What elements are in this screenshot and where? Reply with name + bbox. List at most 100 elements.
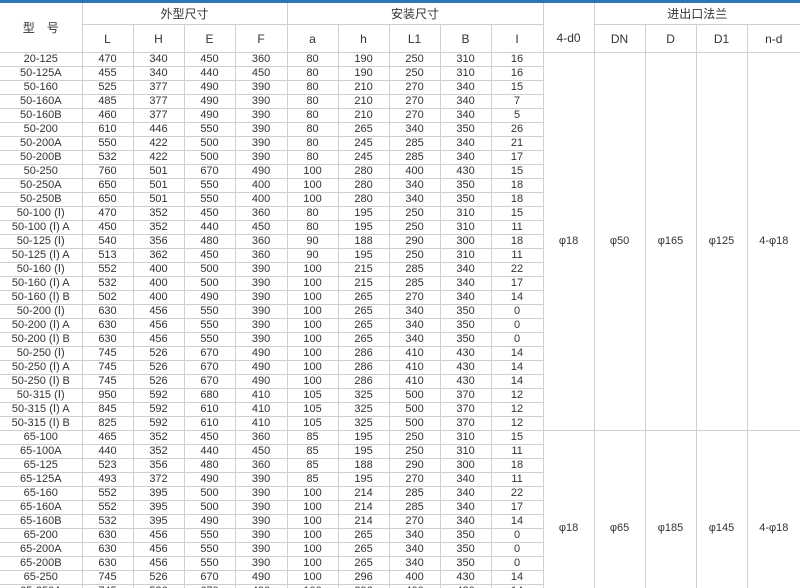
value-cell: 592 bbox=[132, 402, 185, 417]
value-cell: 370 bbox=[439, 416, 492, 431]
value-cell: 450 bbox=[234, 220, 288, 235]
value-cell: 286 bbox=[337, 346, 390, 361]
value-cell: 215 bbox=[337, 262, 390, 277]
value-cell: 362 bbox=[132, 248, 185, 263]
model-cell: 50-250 (Ⅰ) A bbox=[0, 360, 83, 375]
value-cell: 525 bbox=[81, 80, 134, 95]
value-cell: 85 bbox=[286, 430, 339, 445]
value-cell: 90 bbox=[286, 234, 339, 249]
value-cell: 350 bbox=[439, 528, 492, 543]
table-row: 50-160 (Ⅰ) A 532 400 500 390 100 215 285 340 17 bbox=[0, 276, 800, 291]
value-cell: 310 bbox=[439, 66, 492, 81]
value-cell: 390 bbox=[234, 318, 288, 333]
value-cell: 610 bbox=[81, 122, 134, 137]
value-cell: 350 bbox=[439, 318, 492, 333]
model-cell: 65-100 bbox=[0, 430, 83, 445]
value-cell: 630 bbox=[81, 304, 134, 319]
value-cell: 325 bbox=[337, 388, 390, 403]
value-cell: 526 bbox=[132, 584, 185, 588]
value-cell: 470 bbox=[81, 52, 134, 67]
value-cell: 550 bbox=[183, 192, 236, 207]
value-cell: 550 bbox=[183, 304, 236, 319]
value-cell: 500 bbox=[183, 276, 236, 291]
value-cell: 490 bbox=[234, 164, 288, 179]
value-cell: 80 bbox=[286, 220, 339, 235]
value-cell: 340 bbox=[388, 304, 441, 319]
value-cell: 526 bbox=[132, 360, 185, 375]
value-cell: 100 bbox=[286, 584, 339, 588]
value-cell: 422 bbox=[132, 136, 185, 151]
value-cell: 0 bbox=[490, 556, 544, 571]
value-cell: 352 bbox=[132, 220, 185, 235]
value-cell: 456 bbox=[132, 542, 185, 557]
value-cell: 446 bbox=[132, 122, 185, 137]
value-cell: 340 bbox=[439, 80, 492, 95]
group-header-outline-dims: 外型尺寸 bbox=[81, 1, 288, 25]
value-cell: 340 bbox=[388, 122, 441, 137]
value-cell: 350 bbox=[439, 556, 492, 571]
value-cell: 270 bbox=[388, 290, 441, 305]
value-cell: 195 bbox=[337, 248, 390, 263]
table-row: 50-125 (Ⅰ) 540 356 480 360 90 188 290 300 18 bbox=[0, 234, 800, 249]
table-row: 65-100A 440 352 440 450 85 195 250 310 11 bbox=[0, 444, 800, 459]
value-cell: 280 bbox=[337, 178, 390, 193]
value-cell: 592 bbox=[132, 388, 185, 403]
value-cell: 410 bbox=[234, 402, 288, 417]
value-cell: 650 bbox=[81, 178, 134, 193]
value-cell: 550 bbox=[183, 318, 236, 333]
value-cell: 540 bbox=[81, 234, 134, 249]
model-cell: 50-200 (Ⅰ) bbox=[0, 304, 83, 319]
value-cell: 100 bbox=[286, 514, 339, 529]
model-cell: 65-200 bbox=[0, 528, 83, 543]
value-cell: 490 bbox=[183, 290, 236, 305]
value-cell: 526 bbox=[132, 570, 185, 585]
column-header-D1: D1 bbox=[695, 24, 748, 53]
value-cell: 265 bbox=[337, 318, 390, 333]
column-header-F: F bbox=[234, 24, 288, 53]
model-cell: 65-125 bbox=[0, 458, 83, 473]
value-cell: 250 bbox=[388, 52, 441, 67]
value-cell: 340 bbox=[388, 528, 441, 543]
value-cell: 340 bbox=[439, 150, 492, 165]
value-cell: 400 bbox=[132, 276, 185, 291]
value-cell: 340 bbox=[388, 542, 441, 557]
value-cell: 210 bbox=[337, 108, 390, 123]
value-cell: 352 bbox=[132, 430, 185, 445]
model-cell: 50-160 bbox=[0, 80, 83, 95]
value-cell: 0 bbox=[490, 542, 544, 557]
value-cell: 490 bbox=[234, 346, 288, 361]
table-row: 20-125 470 340 450 360 80 190 250 310 16 φ18 φ50 φ16… bbox=[0, 52, 800, 431]
model-cell: 65-250 bbox=[0, 570, 83, 585]
value-cell: 195 bbox=[337, 430, 390, 445]
value-cell: 16 bbox=[490, 52, 544, 67]
value-cell: 285 bbox=[388, 500, 441, 515]
value-cell: 250 bbox=[388, 206, 441, 221]
value-cell: 265 bbox=[337, 304, 390, 319]
value-cell: 214 bbox=[337, 500, 390, 515]
value-cell: 100 bbox=[286, 178, 339, 193]
value-cell: 100 bbox=[286, 528, 339, 543]
value-cell: 440 bbox=[183, 220, 236, 235]
value-cell: 100 bbox=[286, 276, 339, 291]
value-cell: 430 bbox=[439, 374, 492, 389]
value-cell: 550 bbox=[183, 528, 236, 543]
model-cell: 50-160B bbox=[0, 108, 83, 123]
value-cell: 680 bbox=[183, 388, 236, 403]
value-cell: 550 bbox=[183, 542, 236, 557]
value-cell: 450 bbox=[234, 444, 288, 459]
value-cell: 100 bbox=[286, 304, 339, 319]
value-cell: 450 bbox=[183, 430, 236, 445]
value-cell: 390 bbox=[234, 290, 288, 305]
model-cell: 50-200B bbox=[0, 150, 83, 165]
value-cell: 395 bbox=[132, 514, 185, 529]
column-header-H: H bbox=[132, 24, 185, 53]
value-cell: 390 bbox=[234, 136, 288, 151]
value-cell: 11 bbox=[490, 444, 544, 459]
value-cell: 11 bbox=[490, 248, 544, 263]
table-row: 50-160 (Ⅰ) 552 400 500 390 100 215 285 340 22 bbox=[0, 262, 800, 277]
model-cell: 50-250B bbox=[0, 192, 83, 207]
value-cell: 80 bbox=[286, 80, 339, 95]
value-cell: 280 bbox=[337, 164, 390, 179]
value-cell: 340 bbox=[439, 472, 492, 487]
